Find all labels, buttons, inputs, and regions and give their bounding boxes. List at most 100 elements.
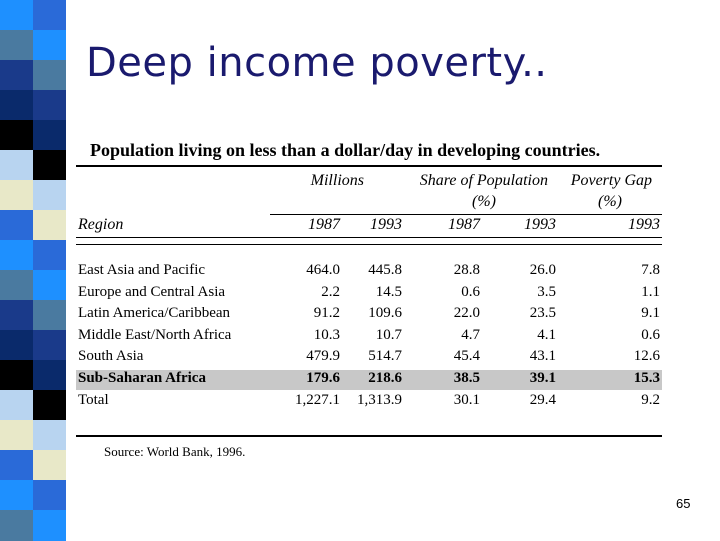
stripe-block: [0, 0, 33, 31]
row-value: 12.6: [633, 348, 660, 365]
row-value: 9.2: [641, 391, 660, 408]
stripe-block: [0, 150, 33, 181]
stripe-block: [0, 270, 33, 301]
header-millions: Millions: [310, 172, 364, 189]
row-value: 26.0: [529, 262, 556, 278]
stripe-block: [0, 30, 33, 61]
row-value: 179.6: [306, 370, 340, 386]
row-value: 109.6: [368, 305, 402, 322]
row-value: 23.5: [529, 305, 556, 322]
row-region: Europe and Central Asia: [78, 283, 226, 300]
header-share-unit: (%): [472, 193, 496, 210]
row-value: 2.2: [321, 283, 340, 300]
header-share: Share of Population: [419, 172, 548, 189]
stripe-block: [33, 0, 66, 31]
row-value: 10.7: [375, 326, 402, 343]
col-millions-1993: 1993: [370, 216, 402, 233]
row-value: 22.0: [453, 305, 480, 322]
stripe-block: [33, 390, 66, 421]
row-value: 218.6: [368, 370, 402, 386]
stripe-block: [33, 90, 66, 121]
row-region: South Asia: [78, 348, 144, 365]
row-value: 28.8: [453, 262, 480, 278]
stripe-block: [33, 420, 66, 451]
row-value: 3.5: [537, 283, 556, 300]
stripe-block: [0, 300, 33, 331]
stripe-block: [33, 240, 66, 271]
row-value: 29.4: [529, 391, 556, 408]
decorative-stripe: [0, 0, 66, 541]
row-value: 9.1: [641, 305, 660, 322]
row-value: 45.4: [453, 348, 480, 365]
header-rule-2: [76, 244, 662, 245]
stripe-block: [0, 240, 33, 271]
row-value: 39.1: [529, 370, 556, 386]
table-title: Population living on less than a dollar/…: [90, 140, 601, 160]
row-value: 4.1: [537, 326, 556, 343]
row-region: East Asia and Pacific: [78, 262, 206, 278]
row-region: Latin America/Caribbean: [78, 305, 231, 322]
stripe-block: [0, 180, 33, 211]
col-share-1987: 1987: [448, 216, 480, 233]
row-value: 1,313.9: [357, 391, 402, 408]
stripe-block: [33, 360, 66, 391]
row-value: 0.6: [641, 326, 660, 343]
stripe-block: [0, 120, 33, 151]
col-millions-1987: 1987: [308, 216, 340, 233]
row-value: 464.0: [306, 262, 340, 278]
row-value: 1.1: [641, 283, 660, 300]
stripe-block: [33, 450, 66, 481]
row-value: 479.9: [306, 348, 340, 365]
row-value: 30.1: [453, 391, 480, 408]
col-region: Region: [78, 216, 124, 233]
stripe-block: [33, 120, 66, 151]
table-bottom-rule: [76, 435, 662, 437]
row-value: 1,227.1: [295, 391, 340, 408]
stripe-block: [33, 300, 66, 331]
row-value: 38.5: [453, 370, 480, 386]
row-value: 10.3: [313, 326, 340, 343]
stripe-block: [0, 420, 33, 451]
header-rule: [76, 237, 662, 238]
header-gap: Poverty Gap: [570, 172, 652, 189]
row-region: Total: [78, 391, 109, 408]
stripe-block: [33, 330, 66, 361]
stripe-block: [0, 510, 33, 541]
stripe-block: [0, 90, 33, 121]
row-value: 14.5: [375, 283, 402, 300]
stripe-block: [0, 210, 33, 241]
stripe-block: [0, 450, 33, 481]
col-gap-1993: 1993: [628, 216, 660, 233]
stripe-block: [33, 60, 66, 91]
col-share-1993: 1993: [524, 216, 556, 233]
stripe-block: [33, 270, 66, 301]
table-top-rule: [76, 165, 662, 167]
stripe-block: [0, 330, 33, 361]
stripe-block: [0, 60, 33, 91]
row-value: 91.2: [313, 305, 340, 322]
slide-title: Deep income poverty..: [86, 40, 548, 86]
row-value: 514.7: [368, 348, 402, 365]
header-gap-unit: (%): [598, 193, 622, 210]
group-rule: [270, 214, 662, 215]
stripe-block: [33, 480, 66, 511]
stripe-block: [33, 150, 66, 181]
stripe-block: [33, 180, 66, 211]
highlight-row-band: [76, 370, 662, 390]
row-value: 7.8: [641, 262, 660, 278]
page-number: 65: [676, 496, 691, 511]
row-region: Middle East/North Africa: [78, 326, 232, 343]
row-value: 0.6: [461, 283, 480, 300]
row-value: 4.7: [461, 326, 480, 343]
stripe-block: [33, 210, 66, 241]
stripe-block: [33, 30, 66, 61]
row-region: Sub-Saharan Africa: [78, 370, 206, 386]
stripe-block: [33, 510, 66, 541]
source-note: Source: World Bank, 1996.: [104, 444, 246, 459]
row-value: 445.8: [368, 262, 402, 278]
row-value: 15.3: [633, 370, 660, 386]
row-value: 43.1: [529, 348, 556, 365]
stripe-block: [0, 480, 33, 511]
stripe-block: [0, 360, 33, 391]
stripe-block: [0, 390, 33, 421]
